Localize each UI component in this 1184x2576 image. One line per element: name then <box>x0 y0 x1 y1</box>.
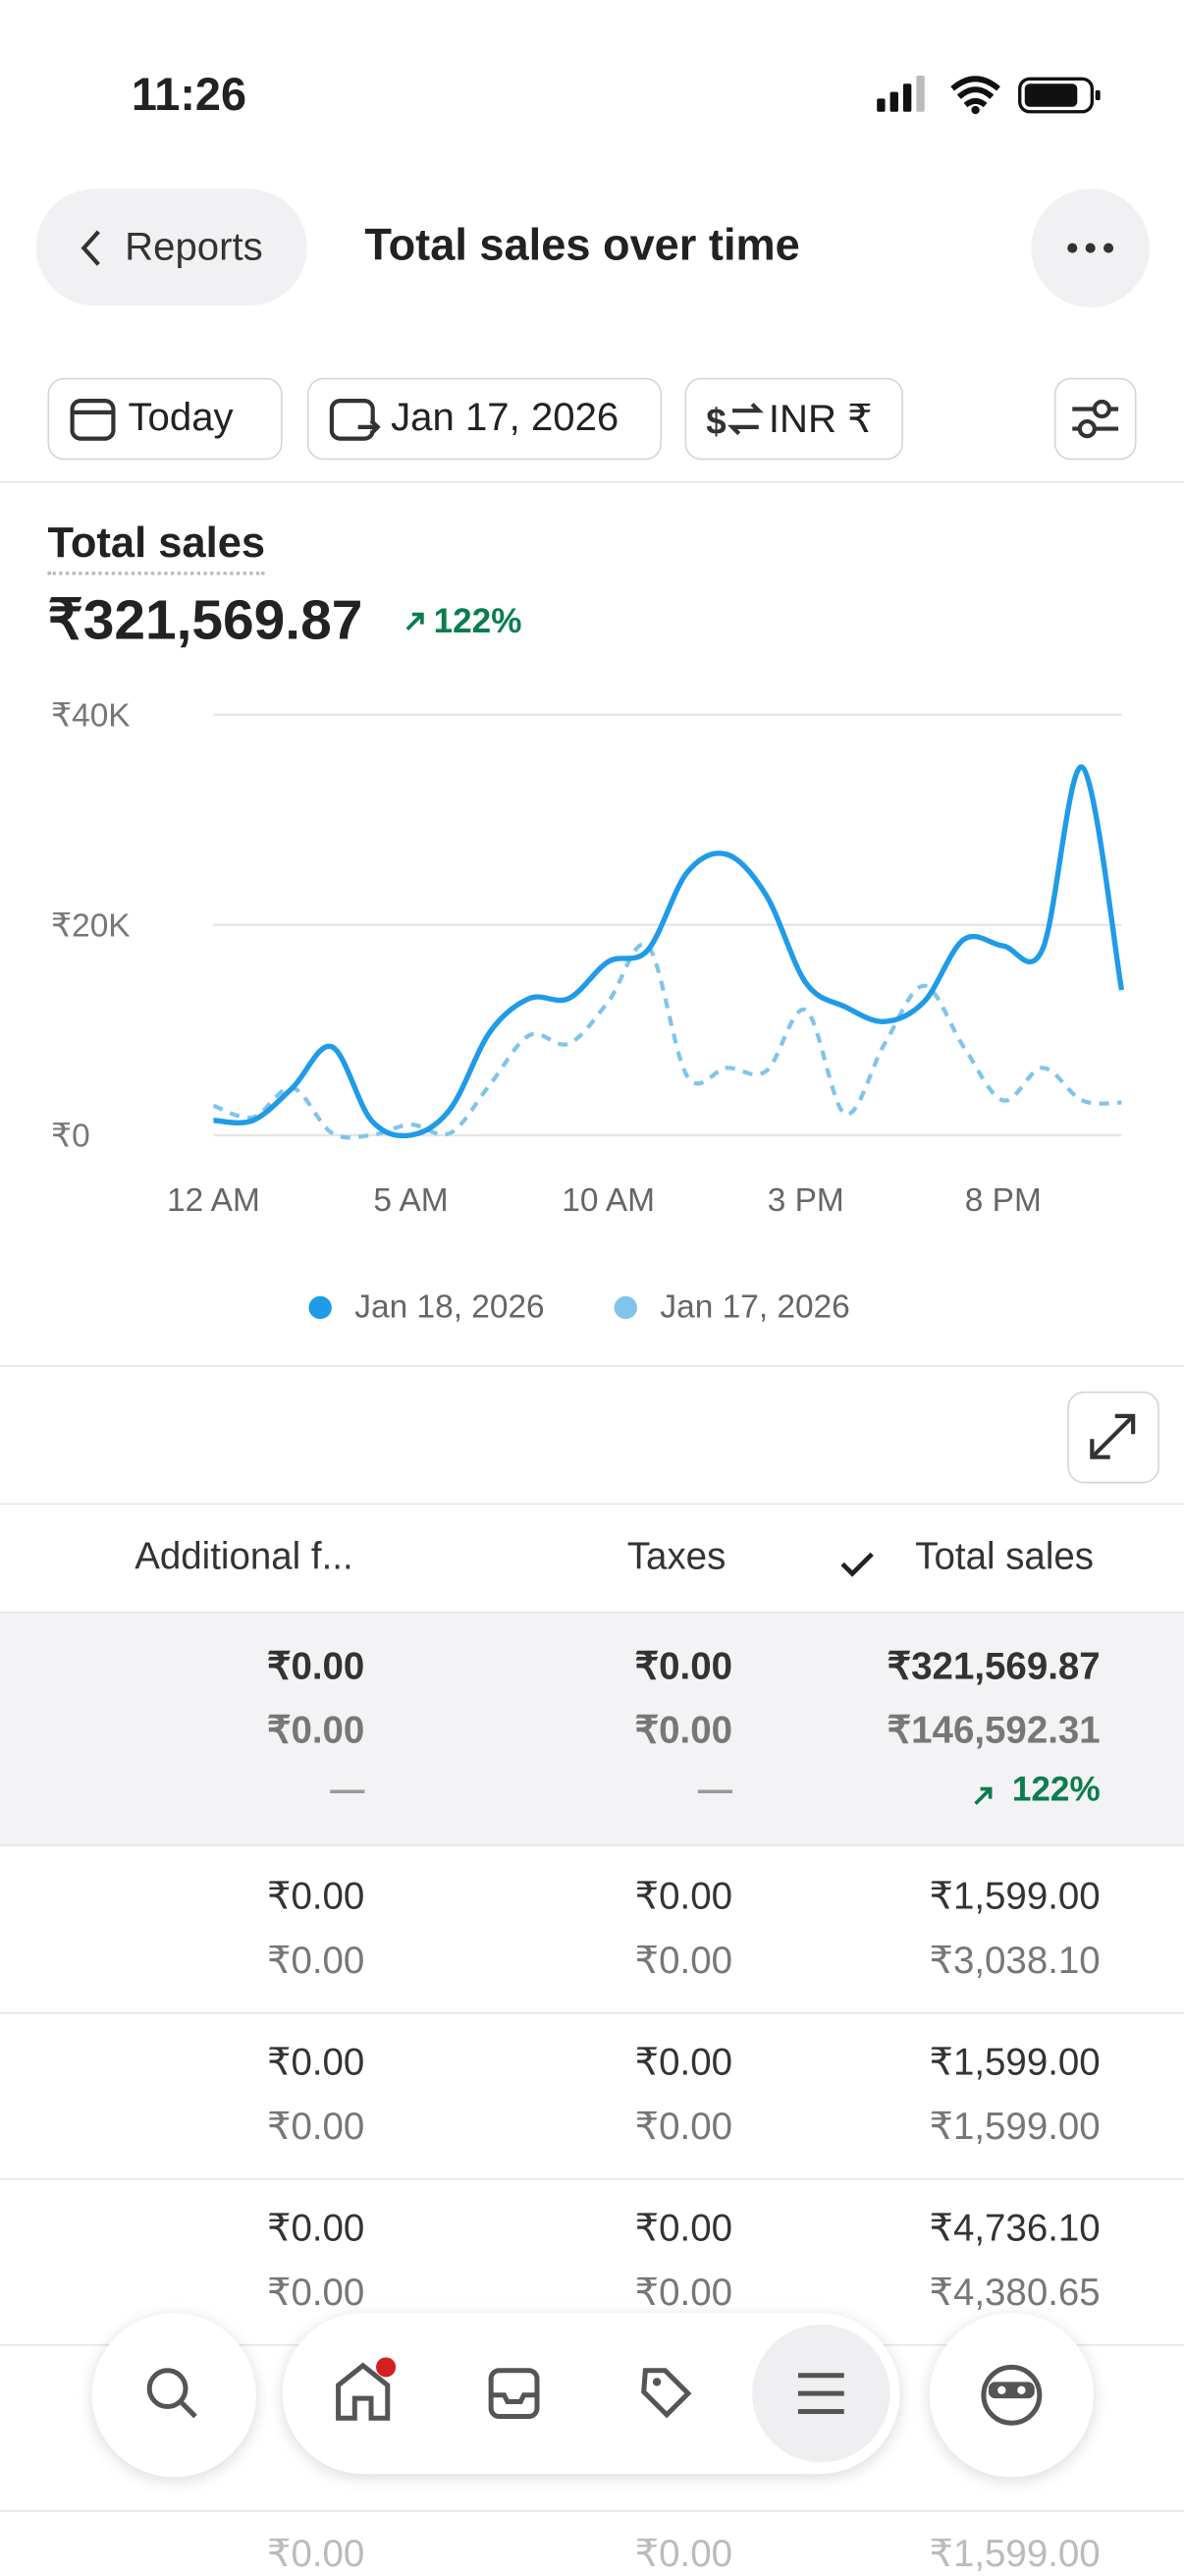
filter-label: Jan 17, 2026 <box>391 396 619 441</box>
clock: 11:26 <box>131 69 247 121</box>
expand-button[interactable] <box>1067 1391 1159 1484</box>
cell-current: ₹0.00 <box>634 2206 733 2249</box>
x-tick-label: 10 AM <box>562 1182 655 1219</box>
divider <box>0 1611 1184 1614</box>
calendar-icon <box>70 399 116 441</box>
series-line <box>213 764 1125 1139</box>
cell-current: ₹4,736.10 <box>929 2206 1101 2249</box>
cell-previous: ₹0.00 <box>266 2270 365 2314</box>
y-tick-label: ₹40K <box>51 697 131 734</box>
cell-current: ₹0.00 <box>266 2206 365 2249</box>
divider <box>0 481 1184 483</box>
legend-label: Jan 17, 2026 <box>660 1289 849 1326</box>
x-tick-label: 8 PM <box>965 1182 1042 1219</box>
legend-dot <box>614 1295 638 1320</box>
compare-icon <box>329 399 381 441</box>
column-header: Taxes <box>626 1534 727 1577</box>
cell-change: — <box>697 1771 733 1809</box>
divider <box>0 2012 1184 2014</box>
legend-label: Jan 18, 2026 <box>354 1289 544 1326</box>
search-button[interactable] <box>91 2313 256 2478</box>
cell-previous: ₹146,592.31 <box>887 1708 1101 1752</box>
page-title: Total sales over time <box>364 220 800 270</box>
column-header: Additional f... <box>135 1534 353 1577</box>
cell-current: ₹1,599.00 <box>929 2040 1101 2083</box>
cell-previous: ₹0.00 <box>634 2270 733 2314</box>
tab-bar <box>282 2313 900 2475</box>
y-tick-label: ₹0 <box>51 1119 90 1155</box>
status-icons <box>877 75 1101 115</box>
currency-filter[interactable]: $ INR ₹ <box>684 377 903 461</box>
divider <box>0 1365 1184 1367</box>
compare-filter[interactable]: Jan 17, 2026 <box>306 377 663 461</box>
cell-current: ₹321,569.87 <box>887 1644 1101 1687</box>
cell-current: ₹0.00 <box>634 2040 733 2083</box>
total-row <box>0 1613 1184 1845</box>
profile-button[interactable] <box>929 2313 1095 2478</box>
chart: ₹0 ₹20K ₹40K 12 AM 5 AM 10 AM 3 PM 8 PM Jan 18, … <box>51 697 1125 1326</box>
x-tick-label: 5 AM <box>373 1182 448 1219</box>
sort-check <box>840 1552 874 1577</box>
cell-previous: ₹3,038.10 <box>929 1938 1101 1982</box>
cell-previous: ₹0.00 <box>266 2104 365 2148</box>
legend-dot <box>308 1295 332 1320</box>
cell-change: — <box>330 1771 365 1809</box>
y-tick-label: ₹20K <box>51 907 131 944</box>
divider <box>0 2178 1184 2180</box>
divider <box>0 1844 1184 1847</box>
more-icon <box>1067 243 1114 253</box>
x-tick-label: 12 AM <box>167 1182 260 1219</box>
cell-current: ₹0.00 <box>634 1874 733 1918</box>
cell-previous: ₹0.00 <box>634 1938 733 1982</box>
cell-previous: ₹0.00 <box>266 1938 365 1982</box>
series-line <box>212 942 1122 1140</box>
sliders-icon <box>1072 399 1119 439</box>
cell-previous: ₹4,380.65 <box>929 2270 1101 2314</box>
cell-current: ₹1,599.00 <box>929 2531 1101 2575</box>
cell-current: ₹0.00 <box>634 2531 733 2575</box>
date-filter[interactable]: Today <box>47 377 283 461</box>
metric-change: 122% <box>433 602 522 641</box>
search-icon <box>146 2368 197 2419</box>
back-icon <box>81 230 100 266</box>
tab-icons <box>336 2357 844 2421</box>
cell-current: ₹0.00 <box>266 2531 365 2575</box>
filter-label: Today <box>128 396 234 441</box>
metric-value: ₹321,569.87 <box>47 589 363 653</box>
up-arrow <box>405 612 424 630</box>
column-header: Total sales <box>915 1534 1095 1577</box>
settings-button[interactable] <box>1053 377 1137 461</box>
cell-current: ₹0.00 <box>266 1874 365 1918</box>
svg-text:$: $ <box>706 402 726 442</box>
cell-current: ₹0.00 <box>634 1644 733 1687</box>
up-arrow <box>974 1786 993 1805</box>
back-button[interactable] <box>35 189 307 306</box>
metric-label[interactable]: Total sales <box>47 518 266 575</box>
filter-label: INR ₹ <box>768 396 873 442</box>
cell-previous: ₹1,599.00 <box>929 2104 1101 2148</box>
cell-current: ₹0.00 <box>266 1644 365 1687</box>
cell-previous: ₹0.00 <box>266 1708 365 1752</box>
cell-current: ₹1,599.00 <box>929 1874 1101 1918</box>
divider <box>0 1503 1184 1506</box>
currency-icon: $ <box>706 402 764 442</box>
cell-previous: ₹0.00 <box>634 2104 733 2148</box>
avatar-icon <box>981 2364 1043 2426</box>
cell-change: 122% <box>1011 1771 1101 1809</box>
cell-current: ₹0.00 <box>266 2040 365 2083</box>
divider <box>0 2509 1184 2512</box>
x-tick-label: 3 PM <box>768 1182 844 1219</box>
expand-icon <box>1090 1413 1136 1459</box>
back-label: Reports <box>125 225 263 270</box>
cell-previous: ₹0.00 <box>634 1708 733 1752</box>
